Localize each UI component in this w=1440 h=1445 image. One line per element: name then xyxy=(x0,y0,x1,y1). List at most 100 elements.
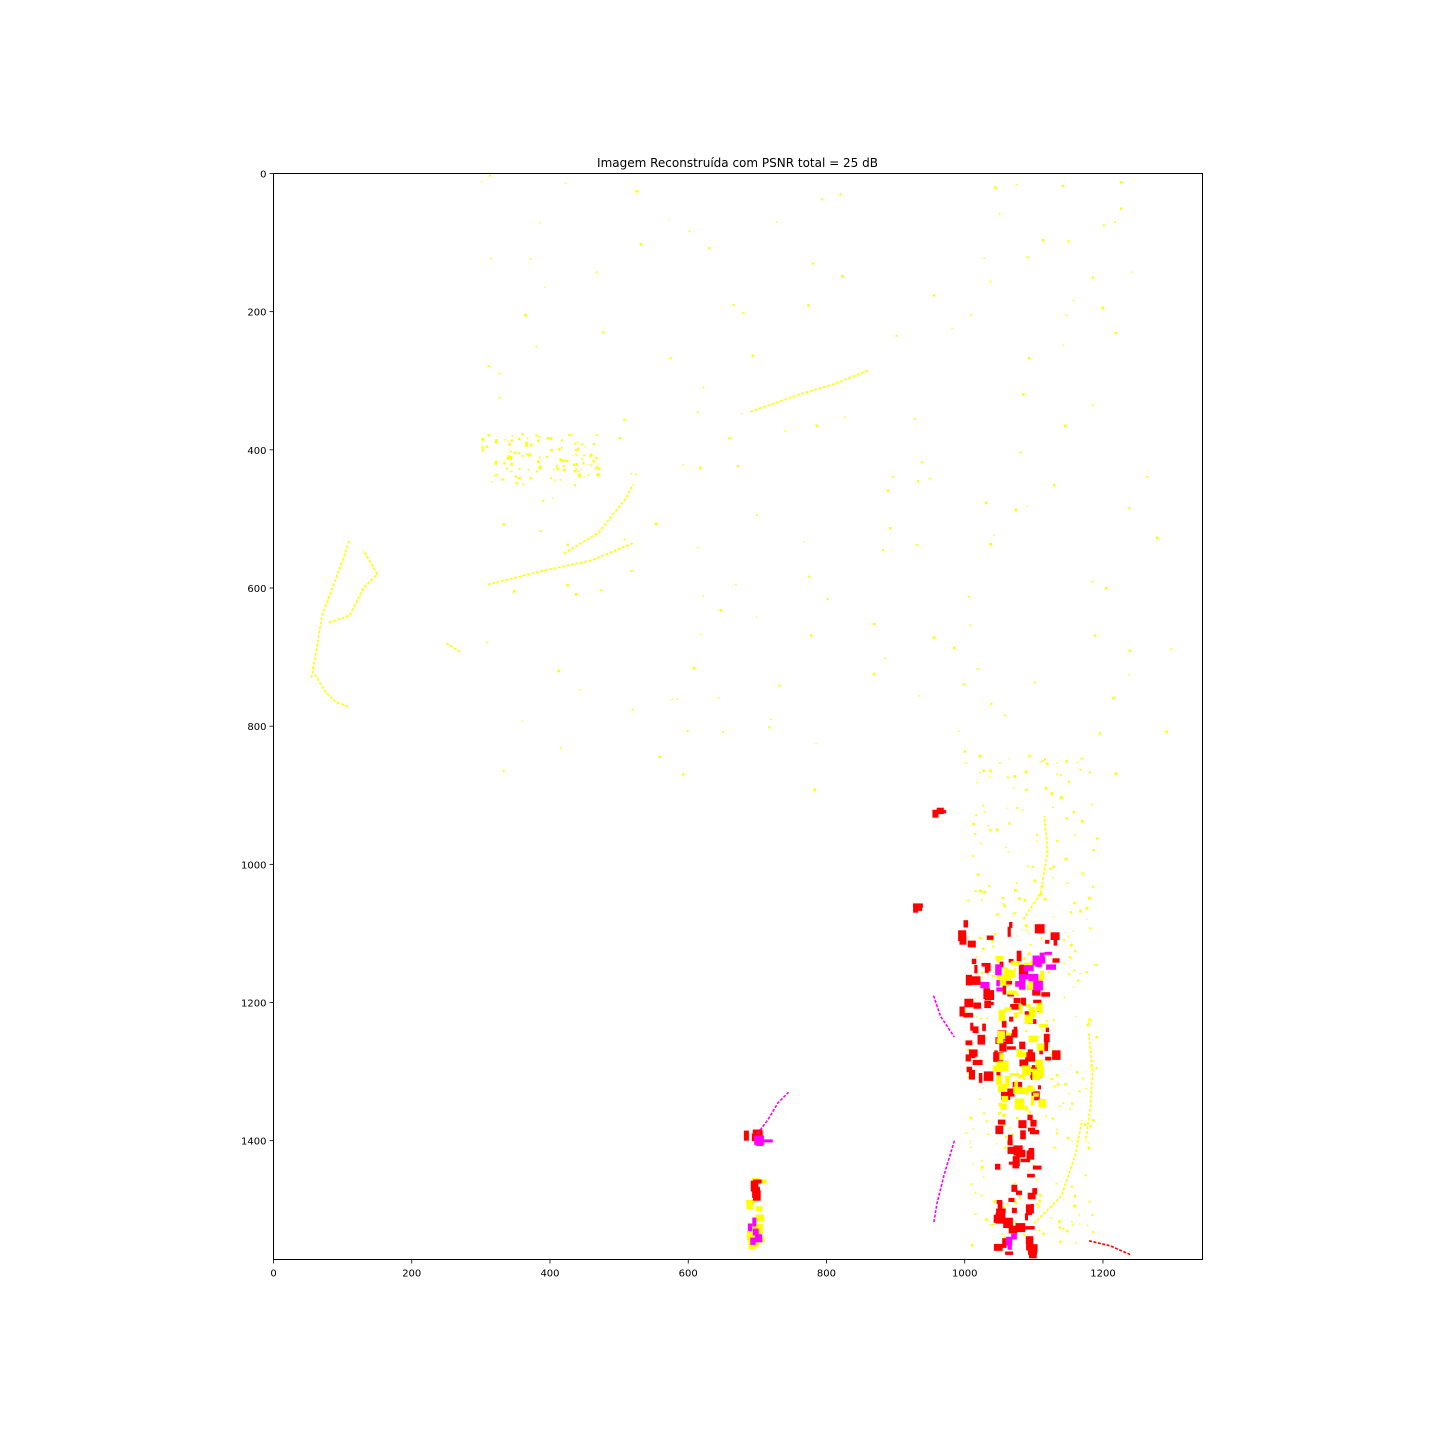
pixel xyxy=(1039,1194,1042,1197)
pixel xyxy=(1018,974,1029,980)
pixel xyxy=(1087,919,1089,921)
pixel xyxy=(979,1098,981,1100)
pixel xyxy=(518,477,522,480)
pixel xyxy=(813,788,817,792)
pixel xyxy=(873,622,876,626)
pixel xyxy=(1004,1146,1007,1149)
pixel xyxy=(983,1176,985,1178)
pixel xyxy=(1037,1036,1040,1038)
pixel xyxy=(1058,1220,1061,1223)
pixel xyxy=(590,464,593,467)
pixel xyxy=(1002,1206,1005,1209)
pixel xyxy=(1056,1132,1059,1135)
pixel xyxy=(1005,1136,1008,1139)
pixel xyxy=(575,453,578,456)
pixel xyxy=(1007,776,1010,779)
pixel xyxy=(517,477,519,479)
pixel-region-yellow xyxy=(965,754,1099,1252)
pixel xyxy=(596,473,599,476)
pixel xyxy=(1051,1048,1053,1050)
pixel xyxy=(596,271,598,273)
pixel xyxy=(988,884,991,887)
pixel xyxy=(539,435,541,438)
pixel xyxy=(1085,1087,1088,1090)
pixel xyxy=(1059,796,1063,799)
pixel xyxy=(978,1073,983,1083)
pixel xyxy=(1062,344,1064,346)
pixel xyxy=(510,439,513,442)
pixel xyxy=(998,1090,1001,1093)
pixel xyxy=(1032,989,1041,996)
pixel xyxy=(975,1016,977,1018)
pixel xyxy=(558,447,561,450)
pixel xyxy=(509,450,512,453)
pixel xyxy=(1005,1075,1010,1087)
pixel xyxy=(995,1163,1001,1170)
pixel xyxy=(1078,1214,1080,1216)
pixel xyxy=(566,584,569,587)
pixel xyxy=(597,473,600,477)
pixel xyxy=(699,466,702,470)
pixel xyxy=(987,825,989,827)
pixel xyxy=(581,443,584,446)
pixel xyxy=(550,448,553,452)
pixel xyxy=(563,459,566,462)
pixel xyxy=(1044,1115,1047,1117)
y-tick-label: 600 xyxy=(247,584,266,595)
pixel xyxy=(1027,1169,1030,1171)
pixel xyxy=(1046,762,1049,765)
pixel xyxy=(996,1055,1001,1059)
pixel xyxy=(1005,1033,1013,1044)
pixel xyxy=(686,729,689,732)
pixel xyxy=(1026,1003,1031,1008)
pixel xyxy=(1065,314,1068,316)
pixel xyxy=(1008,822,1011,825)
pixel-region-red xyxy=(993,1114,1042,1259)
pixel xyxy=(1001,896,1005,900)
pixel xyxy=(1002,1124,1005,1127)
pixel xyxy=(1013,1145,1023,1156)
pixel xyxy=(1051,1117,1054,1120)
pixel xyxy=(1002,1114,1005,1117)
pixel xyxy=(917,907,923,911)
pixel xyxy=(481,445,484,448)
pixel xyxy=(996,913,999,916)
pixel xyxy=(1011,1184,1018,1192)
pixel xyxy=(1040,963,1044,967)
pixel xyxy=(506,457,510,460)
pixel xyxy=(995,1125,1004,1135)
pixel xyxy=(1036,1003,1041,1011)
pixel xyxy=(1068,956,1071,958)
y-tick-label: 1400 xyxy=(241,1137,266,1148)
pixel xyxy=(976,974,979,976)
pixel xyxy=(587,474,590,476)
pixel xyxy=(487,433,491,437)
pixel xyxy=(995,1061,1003,1072)
pixel xyxy=(1013,1026,1018,1035)
pixel xyxy=(510,462,513,466)
pixel xyxy=(997,1201,1003,1209)
pixel xyxy=(578,475,581,478)
pixel xyxy=(560,747,562,750)
pixel xyxy=(1032,1070,1041,1081)
pixel xyxy=(1081,872,1084,875)
pixel xyxy=(1079,909,1082,911)
pixel xyxy=(1059,1240,1062,1243)
pixel xyxy=(1007,851,1009,853)
pixel xyxy=(1069,1108,1071,1110)
pixel xyxy=(963,1012,973,1018)
pixel xyxy=(913,903,923,908)
pixel xyxy=(755,616,757,618)
pixel xyxy=(556,468,560,471)
pixel-region-yellow xyxy=(481,174,1173,792)
pixel xyxy=(812,262,815,265)
pixel xyxy=(989,1223,992,1226)
pixel xyxy=(1034,924,1045,934)
pixel xyxy=(998,1009,1006,1021)
pixel xyxy=(996,987,1003,992)
pixel xyxy=(966,1072,969,1074)
x-tick-label: 0 xyxy=(270,1269,276,1280)
pixel xyxy=(595,467,597,470)
pixel xyxy=(928,477,931,480)
